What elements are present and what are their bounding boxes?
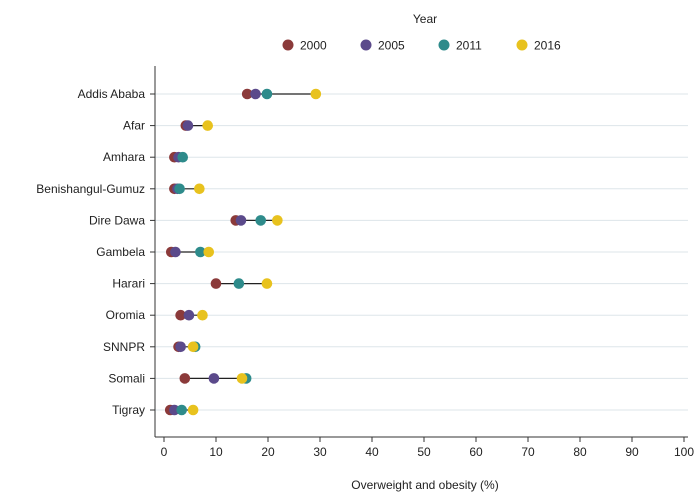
data-point-2000 (210, 278, 222, 289)
legend-marker-2011 (438, 39, 450, 51)
axes: Addis Ababa Afar Amhara Benishangul-Gumuz Di… (36, 66, 694, 459)
x-tick-label: 80 (573, 445, 587, 459)
legend-title: Year (413, 12, 437, 26)
data-point-2011 (261, 88, 273, 100)
y-tick-label: Benishangul-Gumuz (36, 182, 145, 196)
y-tick-label: SNNPR (103, 340, 145, 354)
legend-marker-2005 (360, 39, 372, 51)
data-point-2000 (241, 88, 253, 100)
y-tick-label: Amhara (103, 150, 145, 164)
legend-label-2011: 2011 (456, 39, 482, 53)
data-point-2016 (236, 373, 248, 384)
x-tick-label: 0 (161, 445, 168, 459)
data-point-2000 (179, 373, 191, 384)
data-point-2016 (187, 341, 199, 353)
legend: Year 2000 2005 2011 2016 (282, 12, 561, 53)
y-tick-label: Tigray (112, 403, 145, 417)
y-tick-label: Dire Dawa (89, 213, 145, 227)
data-point-2016 (197, 309, 208, 321)
legend-label-2016: 2016 (534, 39, 561, 53)
x-tick-label: 50 (417, 445, 431, 459)
data-point-2011 (176, 404, 187, 416)
data-point-2005 (235, 215, 247, 226)
legend-marker-2016 (516, 39, 528, 51)
data-point-2005 (183, 309, 195, 321)
x-tick-label: 90 (625, 445, 639, 459)
x-tick-label: 40 (365, 445, 379, 459)
data-point-2005 (175, 341, 186, 353)
y-tick-label: Afar (123, 119, 145, 133)
data-point-2016 (310, 88, 322, 100)
data-point-2016 (187, 404, 199, 416)
legend-marker-2000 (282, 39, 294, 51)
data-point-2016 (202, 120, 213, 131)
y-tick-label: Addis Ababa (78, 87, 146, 101)
data-point-2016 (272, 215, 283, 226)
data-point-2011 (174, 183, 185, 195)
data-point-2016 (261, 278, 273, 289)
x-tick-label: 60 (469, 445, 483, 459)
data-point-2005 (182, 120, 194, 131)
data-point-2011 (177, 151, 189, 163)
y-tick-label: Somali (108, 371, 145, 385)
data-point-2005 (170, 246, 181, 258)
x-tick-label: 30 (313, 445, 327, 459)
y-tick-label: Oromia (106, 308, 146, 322)
data-points (164, 88, 322, 416)
legend-label-2000: 2000 (300, 39, 327, 53)
data-point-2011 (233, 278, 245, 289)
y-tick-label: Gambela (96, 245, 145, 259)
x-tick-label: 100 (674, 445, 694, 459)
gridlines (155, 93, 688, 411)
data-point-2016 (194, 183, 205, 195)
y-tick-label: Harari (112, 277, 145, 291)
legend-label-2005: 2005 (378, 39, 405, 53)
data-point-2016 (203, 246, 215, 258)
data-point-2005 (250, 88, 261, 100)
data-point-2011 (195, 246, 206, 258)
data-point-2011 (255, 215, 267, 226)
data-point-2000 (175, 309, 186, 321)
x-tick-label: 20 (261, 445, 275, 459)
x-tick-label: 10 (209, 445, 223, 459)
data-point-2005 (169, 404, 180, 416)
data-point-2005 (208, 373, 220, 384)
x-axis-title: Overweight and obesity (%) (351, 478, 498, 492)
x-tick-label: 70 (521, 445, 535, 459)
